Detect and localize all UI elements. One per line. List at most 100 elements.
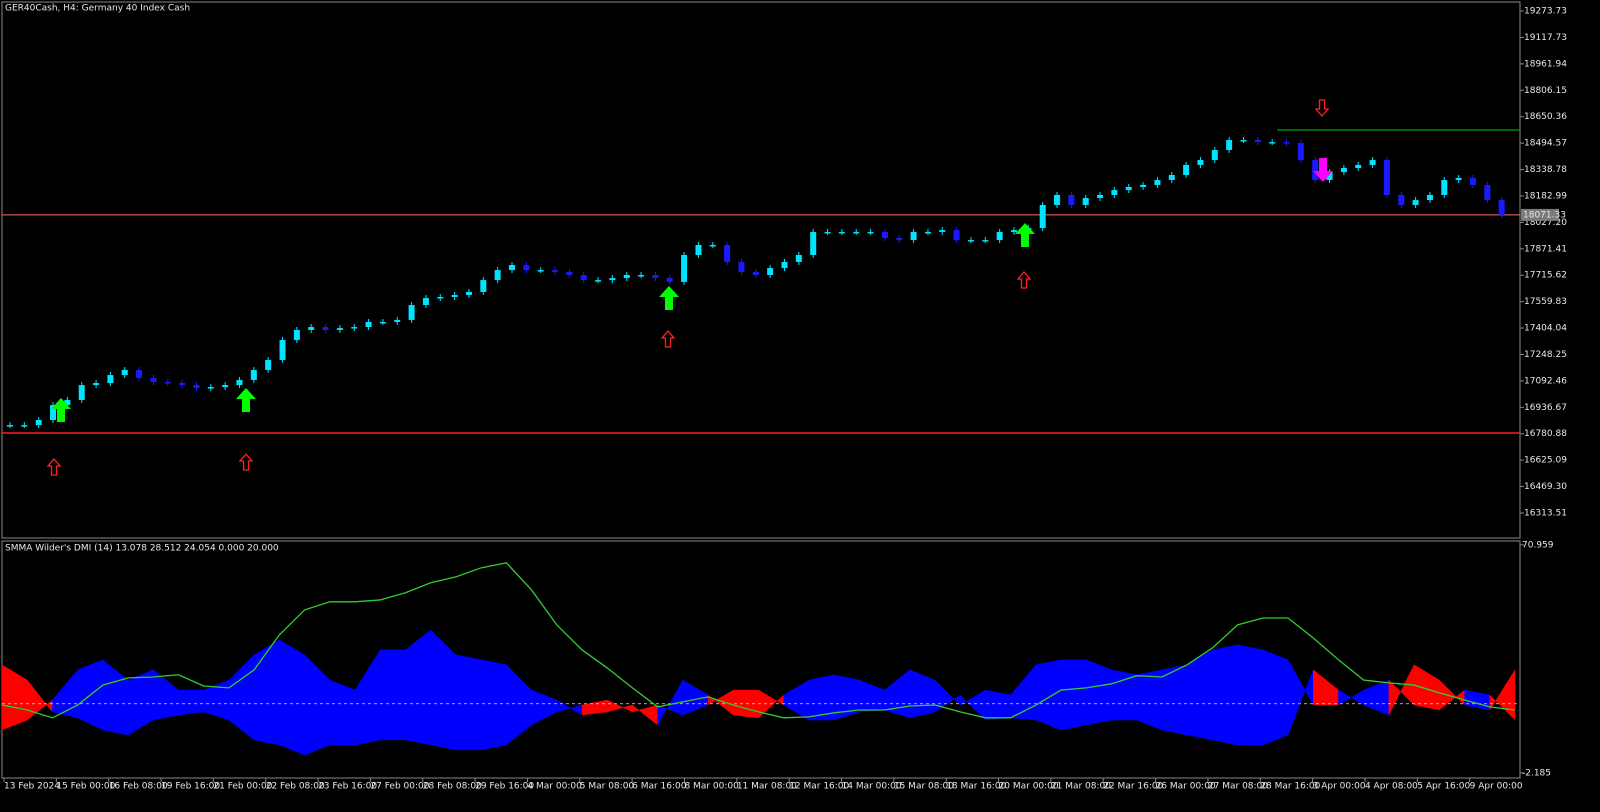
- x-tick-label: 12 Mar 16:00: [789, 782, 849, 792]
- candle: [193, 385, 200, 388]
- di-cloud: [1086, 659, 1112, 726]
- candle: [1082, 198, 1089, 205]
- di-cloud: [253, 639, 280, 746]
- candle: [50, 405, 57, 420]
- candle: [795, 254, 802, 262]
- y-tick-label: 19117.73: [1524, 33, 1567, 43]
- y-tick-label: 18182.99: [1524, 191, 1567, 201]
- candle: [1484, 184, 1491, 201]
- candle: [222, 385, 229, 388]
- candle: [838, 231, 845, 234]
- candle: [207, 387, 214, 389]
- di-cloud: [985, 689, 1011, 721]
- candle: [1369, 160, 1376, 165]
- y-tick-label: 16469.30: [1524, 482, 1567, 492]
- candle: [1383, 160, 1390, 195]
- x-tick-label: 13 Feb 2024: [4, 782, 60, 792]
- candle: [1054, 194, 1061, 205]
- x-tick-label: 27 Feb 00:00: [370, 782, 429, 792]
- candle: [623, 275, 630, 279]
- candle: [609, 278, 616, 281]
- candle: [164, 381, 171, 384]
- candle: [351, 327, 358, 329]
- candle: [1297, 143, 1304, 161]
- y-tick-label: 19273.73: [1524, 7, 1567, 17]
- candle: [1226, 140, 1233, 151]
- x-tick-label: 21 Mar 08:00: [1051, 782, 1111, 792]
- y-tick-label: 17871.41: [1524, 244, 1567, 254]
- candle: [967, 240, 974, 242]
- di-cloud: [380, 649, 406, 741]
- candle: [1283, 142, 1290, 144]
- y-tick-label: 17248.25: [1524, 350, 1567, 360]
- y-tick-label: 70.959: [1522, 540, 1554, 550]
- indicator-panel: [1, 540, 1521, 779]
- candle: [121, 369, 128, 376]
- candle: [64, 399, 71, 406]
- candle: [265, 359, 272, 370]
- di-cloud: [1489, 668, 1516, 721]
- candle: [523, 264, 530, 271]
- y-tick-label: 17092.46: [1524, 376, 1567, 386]
- x-tick-label: 21 Feb 00:00: [213, 782, 272, 792]
- x-tick-label: 28 Feb 08:00: [423, 782, 482, 792]
- candle: [1154, 180, 1161, 185]
- candle: [1011, 230, 1017, 232]
- candle: [1254, 140, 1261, 143]
- x-tick-label: 27 Mar 08:00: [1208, 782, 1268, 792]
- candle: [709, 244, 716, 247]
- candle: [1125, 186, 1132, 191]
- di-cloud: [833, 674, 860, 721]
- candle: [1312, 160, 1319, 181]
- candle: [236, 379, 243, 386]
- candle: [93, 383, 100, 386]
- candle: [35, 419, 42, 426]
- di-cloud: [178, 689, 204, 716]
- candle: [1455, 178, 1462, 181]
- candle: [21, 425, 28, 427]
- candle: [1197, 160, 1204, 165]
- candle: [422, 298, 429, 306]
- x-tick-label: 22 Mar 16:00: [1103, 782, 1163, 792]
- di-cloud: [1186, 649, 1213, 741]
- candle: [1111, 190, 1118, 195]
- y-tick-label: 17404.04: [1524, 324, 1567, 334]
- candle: [695, 244, 702, 255]
- candle: [910, 231, 917, 241]
- x-tick-label: 16 Feb 08:00: [109, 782, 168, 792]
- candle: [1441, 180, 1448, 195]
- y-tick-label: 18027.20: [1524, 218, 1567, 228]
- candle: [7, 425, 13, 427]
- candle: [824, 231, 831, 234]
- y-tick-label: 17559.83: [1524, 297, 1567, 307]
- y-tick-label: 16936.67: [1524, 403, 1567, 413]
- y-tick-label: 18494.57: [1524, 139, 1567, 149]
- candle: [537, 270, 544, 272]
- candle: [336, 328, 343, 330]
- candle: [1398, 194, 1405, 205]
- indicator-title: SMMA Wilder's DMI (14) 13.078 28.512 24.…: [5, 544, 279, 554]
- candle: [1183, 164, 1190, 175]
- candle: [881, 231, 888, 239]
- candle: [752, 271, 759, 276]
- candle: [996, 231, 1003, 241]
- y-tick-label: 18338.78: [1524, 165, 1567, 175]
- chart-title: GER40Cash, H4: Germany 40 Index Cash: [5, 4, 190, 14]
- candle: [1326, 172, 1333, 181]
- x-tick-label: 6 Mar 16:00: [632, 782, 687, 792]
- y-tick-label: 16625.09: [1524, 456, 1567, 466]
- candle: [1097, 194, 1104, 199]
- x-tick-label: 4 Apr 08:00: [1365, 782, 1418, 792]
- candle: [867, 231, 874, 234]
- x-tick-label: 18 Mar 16:00: [946, 782, 1006, 792]
- candle: [1240, 140, 1247, 142]
- y-tick-label: 18961.94: [1524, 59, 1567, 69]
- x-tick-label: 26 Mar 00:00: [1156, 782, 1216, 792]
- candle: [853, 231, 860, 234]
- x-tick-label: 22 Feb 08:00: [266, 782, 325, 792]
- y-tick-label: 18806.15: [1524, 86, 1567, 96]
- candle: [465, 291, 472, 296]
- candle: [982, 240, 989, 242]
